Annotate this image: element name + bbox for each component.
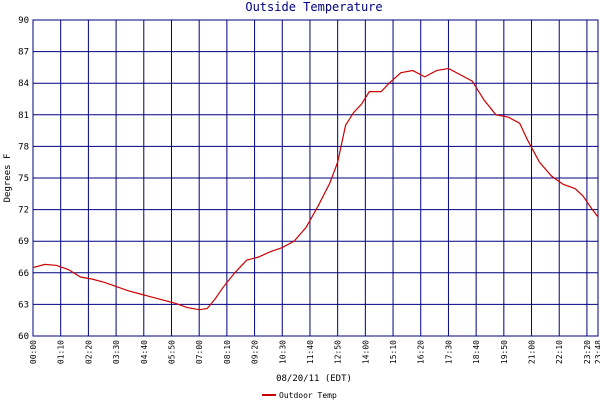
y-tick-label: 69 <box>18 237 29 247</box>
y-tick-label: 66 <box>18 269 29 279</box>
y-tick-label: 75 <box>18 174 29 184</box>
plot-border <box>32 19 599 337</box>
x-tick-label: 10:30 <box>278 340 287 364</box>
x-tick-label: 15:10 <box>389 340 398 364</box>
x-tick-label: 12:50 <box>334 340 343 364</box>
x-tick-label: 23:48 <box>594 340 600 364</box>
x-tick-label: 07:00 <box>195 340 204 364</box>
chart-title: Outside Temperature <box>245 0 382 14</box>
x-tick-label: 22:10 <box>555 340 564 364</box>
x-tick-label: 04:40 <box>140 340 149 364</box>
legend-label: Outdoor Temp <box>279 391 337 400</box>
x-tick-label: 19:50 <box>500 340 509 364</box>
y-tick-label: 63 <box>18 300 29 310</box>
y-tick-label: 84 <box>18 79 29 89</box>
y-tick-label: 72 <box>18 206 29 216</box>
x-tick-label: 09:20 <box>251 340 260 364</box>
x-tick-label: 03:30 <box>112 340 121 364</box>
x-tick-label: 05:50 <box>167 340 176 364</box>
x-tick-label: 08:10 <box>223 340 232 364</box>
x-tick-label: 17:30 <box>444 340 453 364</box>
data-line <box>32 67 599 311</box>
x-tick-label: 23:20 <box>583 340 592 364</box>
y-tick-label: 81 <box>18 111 29 121</box>
x-axis-label: 08/20/11 (EDT) <box>276 374 352 384</box>
x-tick-label: 11:40 <box>306 340 315 364</box>
y-tick-label: 78 <box>18 142 29 152</box>
y-axis-label: Degrees F <box>3 154 13 203</box>
x-tick-label: 21:00 <box>528 340 537 364</box>
x-tick-label: 02:20 <box>84 340 93 364</box>
y-tick-label: 60 <box>18 332 29 342</box>
y-tick-label: 90 <box>18 16 29 26</box>
x-tick-label: 16:20 <box>417 340 426 364</box>
x-tick-label: 18:40 <box>472 340 481 364</box>
x-tick-label: 01:10 <box>57 340 66 364</box>
y-tick-label: 87 <box>18 48 29 58</box>
x-tick-label: 14:00 <box>361 340 370 364</box>
x-tick-label: 00:00 <box>29 340 38 364</box>
